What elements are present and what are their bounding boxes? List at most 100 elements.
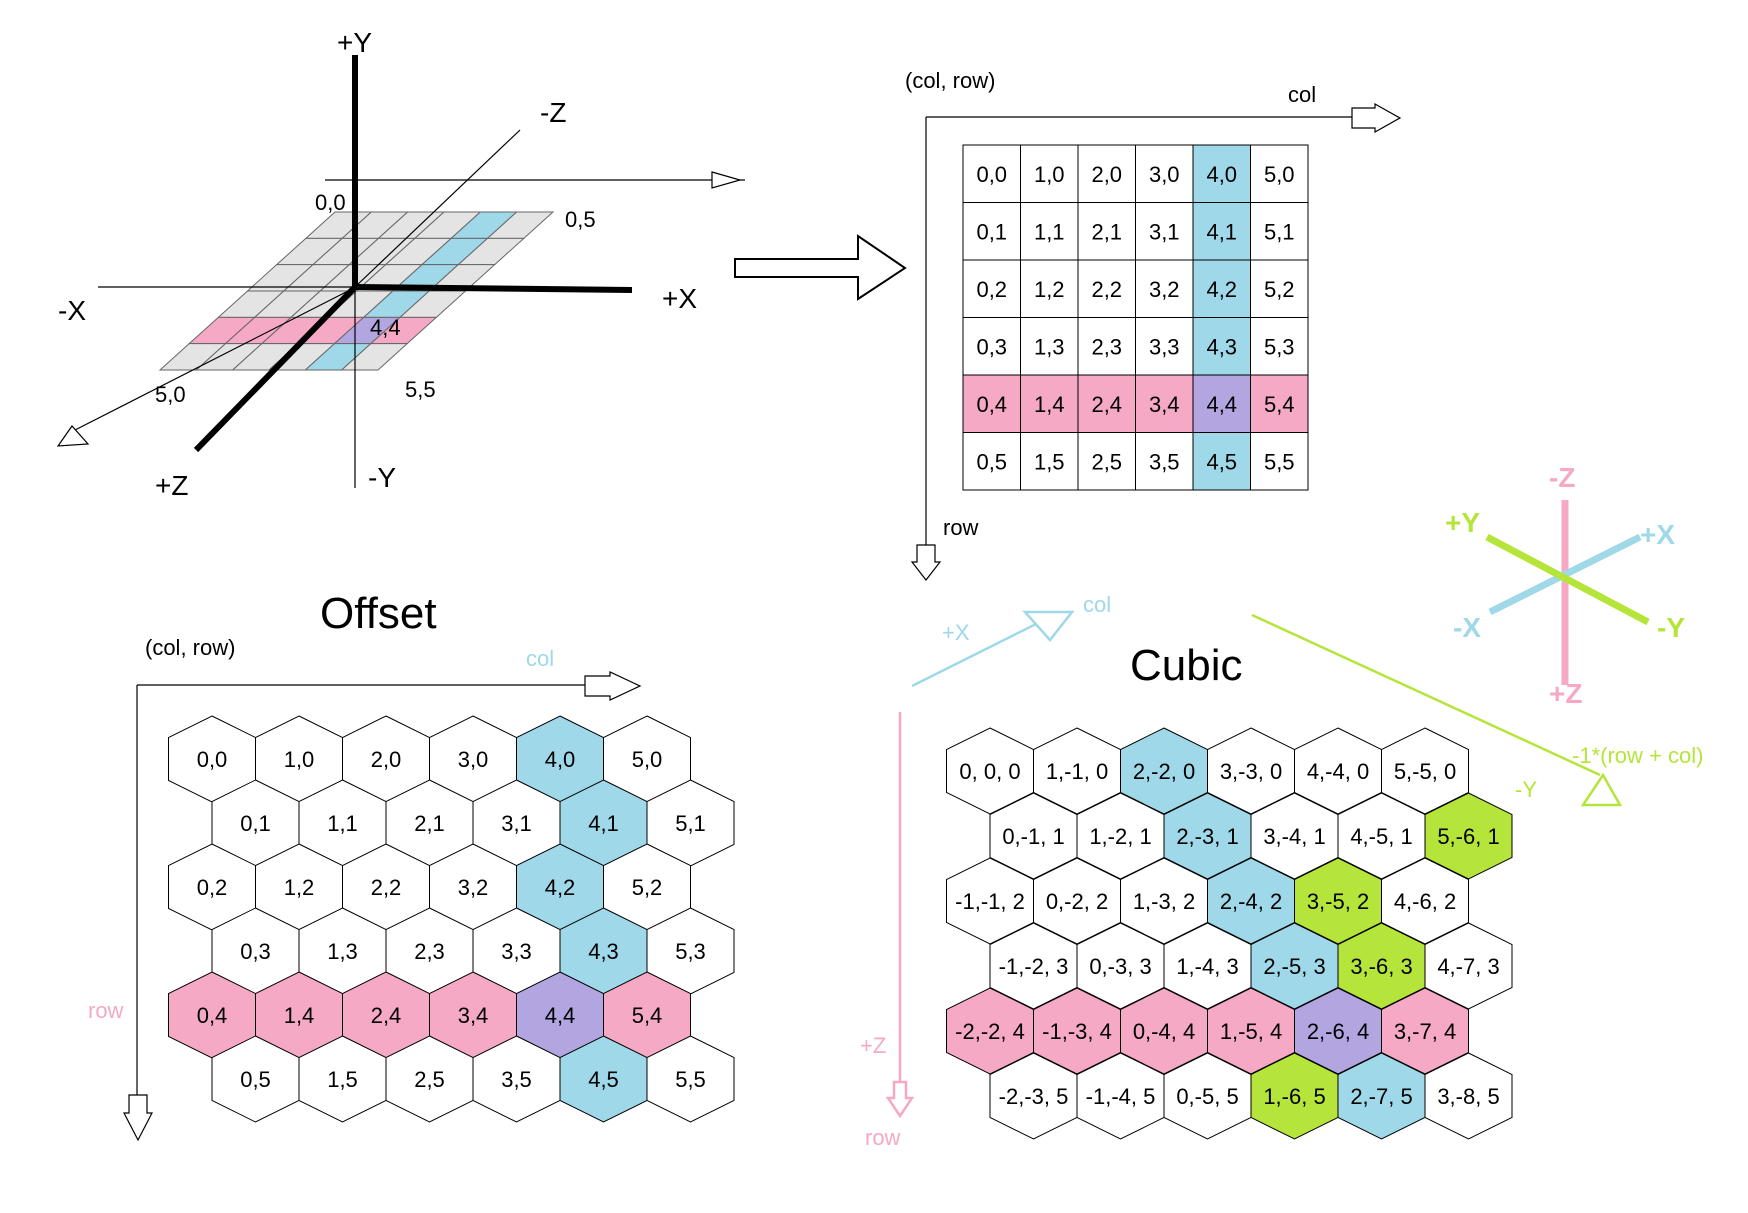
grid-cell-label: 4,1 [1206,219,1237,244]
hex-cell-label: 5,4 [632,1003,663,1028]
axes-3d-panel: +Y -Y +X -X +Z -Z 0,0 0,5 5,0 5,5 4,4 [56,27,745,501]
hex-cell-label: 1,1 [327,811,358,836]
grid-cell-label: 2,3 [1091,334,1122,359]
grid-cell-label: 3,4 [1149,392,1180,417]
hex-cell-label: 4,-6, 2 [1394,889,1456,914]
plus-x-label: +X [662,283,697,314]
grid-cell [1192,144,1251,203]
hex-cell-label: 1,2 [284,875,315,900]
grid-cell-label: 1,2 [1034,277,1065,302]
hex-cell-label: 4,3 [588,939,619,964]
hex-cell-label: 2,4 [371,1003,402,1028]
hex-cell-label: 1,-2, 1 [1089,824,1151,849]
hex-cell-label: 4,5 [588,1067,619,1092]
grid-cell-label: 1,0 [1034,162,1065,187]
grid-cell-label: 3,5 [1149,449,1180,474]
grid-cell [962,259,1021,318]
cubic-col-axis [911,620,1041,688]
hex-cell-label: 4,4 [545,1003,576,1028]
minus-x-label: -X [58,295,86,326]
hex-cell-label: 1,-4, 3 [1176,954,1238,979]
cubic-axes-compass: -Z +Z +Y -Y +X -X [1445,462,1685,709]
hex-cell-label: 1,-3, 2 [1133,889,1195,914]
hex-cell-label: 4,-5, 1 [1350,824,1412,849]
grid-cell-label: 1,1 [1034,219,1065,244]
hex-cell-label: 5,1 [675,811,706,836]
iso-grid-cell [340,343,409,371]
plus-y-label: +Y [337,27,372,58]
grid-cell-label: 5,4 [1264,392,1295,417]
grid-header: (col, row) [905,68,995,93]
plus-x-axis-line [354,284,633,293]
grid-cell-label: 3,0 [1149,162,1180,187]
offset-row-arrow-icon [123,1094,153,1142]
grid-cell-label: 0,4 [976,392,1007,417]
grid-cell-label: 0,3 [976,334,1007,359]
hex-cell-label: 2,2 [371,875,402,900]
cubic-panel: Cubic +X col +Z row -Y -1*(row + col) 0,… [860,592,1703,1150]
hex-cell-label: 4,-4, 0 [1307,759,1369,784]
hex-cell-label: 0,2 [197,875,228,900]
hex-cell-label: 5,0 [632,747,663,772]
grid-cell-label: 0,5 [976,449,1007,474]
row-axis-arrowhead [56,425,90,447]
grid-cell-label: 5,5 [1264,449,1295,474]
hex-cell-label: 3,5 [501,1067,532,1092]
offset-panel: Offset (col, row) col row 0,0 1,0 2,0 3,0 4,… [88,589,735,1142]
grid-cell [1020,202,1079,261]
hex-cell-label: 2,-7, 5 [1350,1084,1412,1109]
col-axis-arrowhead [711,171,743,189]
grid-cell [1135,144,1194,203]
grid-cell-label: 4,2 [1206,277,1237,302]
grid-cell [1077,374,1136,433]
cubic-col-label: col [1083,592,1111,617]
cubic-title: Cubic [1130,641,1243,690]
grid-cell-label: 3,2 [1149,277,1180,302]
offset-col-arrow-icon [584,671,642,701]
hex-cell-label: 2,0 [371,747,402,772]
compass-plus-z-label: +Z [1549,678,1582,709]
hex-cell-label: 0,5 [240,1067,271,1092]
hex-cell-label: -1,-4, 5 [1086,1084,1156,1109]
hex-cell-label: 1,0 [284,747,315,772]
cubic-minus-y-arrow-icon [1580,772,1623,807]
grid-cell-label: 2,2 [1091,277,1122,302]
hex-cell [646,1035,735,1123]
hex-cell-label: 0,0 [197,747,228,772]
hex-cell-label: 3,3 [501,939,532,964]
grid-cell [1020,374,1079,433]
grid-cell-label: 4,3 [1206,334,1237,359]
corner-label-05: 0,5 [565,207,596,232]
grid-cell [1250,432,1309,491]
offset-row-label: row [88,998,124,1023]
grid-cell-label: 1,5 [1034,449,1065,474]
hex-cell-label: 3,-8, 5 [1437,1084,1499,1109]
grid-cell-label: 4,0 [1206,162,1237,187]
corner-label-55: 5,5 [405,377,436,402]
hex-cell-label: 4,2 [545,875,576,900]
row-axis-line [74,289,351,431]
hex-cell-label: 3,-3, 0 [1220,759,1282,784]
grid-row-arrow-icon [910,544,942,581]
grid-cell [962,202,1021,261]
hex-cell-label: 5,5 [675,1067,706,1092]
grid-cell-label: 2,5 [1091,449,1122,474]
grid-cell [1077,432,1136,491]
offset-header: (col, row) [145,635,235,660]
minus-z-label: -Z [540,97,566,128]
cubic-row-label: row [865,1125,901,1150]
offset-title: Offset [320,589,437,638]
hex-cell-label: 3,2 [458,875,489,900]
grid-cell [1250,259,1309,318]
hex-cell-label: 2,-2, 0 [1133,759,1195,784]
grid-cell [1020,432,1079,491]
cubic-row-arrow-icon [885,1080,915,1119]
hex-cell-label: 0,-3, 3 [1089,954,1151,979]
grid-cell-label: 0,0 [976,162,1007,187]
hex-cell [1424,1052,1513,1140]
grid-cell [962,432,1021,491]
hex-cell-label: 2,-4, 2 [1220,889,1282,914]
hex-cell-label: 0,1 [240,811,271,836]
grid-cell-label: 0,2 [976,277,1007,302]
grid-col-label: col [1288,82,1316,107]
